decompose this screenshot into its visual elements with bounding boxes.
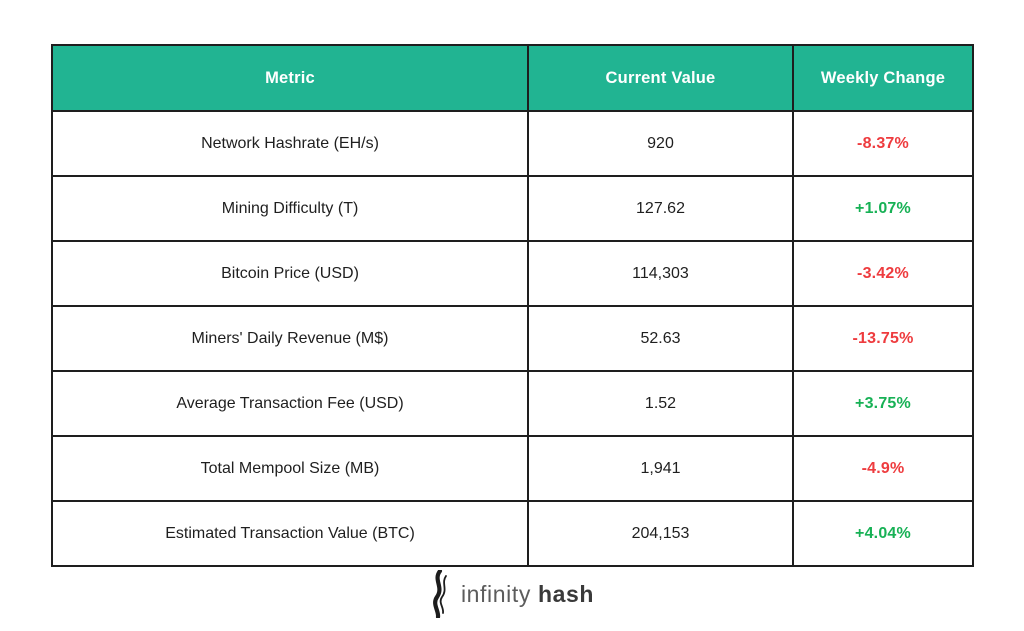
weekly-change-value: +1.07% <box>792 175 974 242</box>
weekly-change-value: -4.9% <box>792 435 974 502</box>
current-value: 204,153 <box>527 500 794 567</box>
metric-label: Total Mempool Size (MB) <box>51 435 529 502</box>
weekly-change-value: -13.75% <box>792 305 974 372</box>
current-value: 127.62 <box>527 175 794 242</box>
column-header-current-value: Current Value <box>527 44 794 112</box>
table-row: Network Hashrate (EH/s) 920 -8.37% <box>51 110 974 177</box>
table-row: Average Transaction Fee (USD) 1.52 +3.75… <box>51 370 974 437</box>
weekly-change-value: +4.04% <box>792 500 974 567</box>
table-row: Bitcoin Price (USD) 114,303 -3.42% <box>51 240 974 307</box>
weekly-change-value: +3.75% <box>792 370 974 437</box>
metric-label: Bitcoin Price (USD) <box>51 240 529 307</box>
metric-label: Average Transaction Fee (USD) <box>51 370 529 437</box>
metric-label: Miners' Daily Revenue (M$) <box>51 305 529 372</box>
flame-icon <box>430 568 451 620</box>
weekly-change-value: -8.37% <box>792 110 974 177</box>
table-row: Mining Difficulty (T) 127.62 +1.07% <box>51 175 974 242</box>
brand-word-hash: hash <box>537 580 595 607</box>
metric-label: Mining Difficulty (T) <box>51 175 529 242</box>
metric-label: Network Hashrate (EH/s) <box>51 110 529 177</box>
footer-logo: infinity hash <box>0 568 1024 620</box>
table-header-row: Metric Current Value Weekly Change <box>51 44 974 112</box>
current-value: 920 <box>527 110 794 177</box>
table-row: Total Mempool Size (MB) 1,941 -4.9% <box>51 435 974 502</box>
column-header-weekly-change: Weekly Change <box>792 44 974 112</box>
column-header-metric: Metric <box>51 44 529 112</box>
current-value: 114,303 <box>527 240 794 307</box>
brand-name: infinity hash <box>461 581 594 608</box>
metric-label: Estimated Transaction Value (BTC) <box>51 500 529 567</box>
metrics-table: Metric Current Value Weekly Change Netwo… <box>51 44 974 567</box>
table-row: Estimated Transaction Value (BTC) 204,15… <box>51 500 974 567</box>
current-value: 1,941 <box>527 435 794 502</box>
brand-word-infinity: infinity <box>460 580 531 607</box>
table-row: Miners' Daily Revenue (M$) 52.63 -13.75% <box>51 305 974 372</box>
current-value: 1.52 <box>527 370 794 437</box>
current-value: 52.63 <box>527 305 794 372</box>
weekly-change-value: -3.42% <box>792 240 974 307</box>
